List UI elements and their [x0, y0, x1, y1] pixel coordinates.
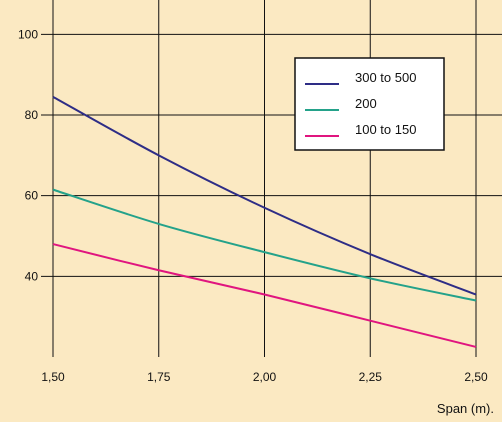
series-line — [52, 188, 477, 302]
x-tick-label: 2,00 — [253, 370, 277, 384]
x-axis-label: Span (m). — [437, 401, 494, 416]
x-tick-label: 2,50 — [464, 370, 488, 384]
series-line — [52, 243, 477, 348]
series-line — [52, 95, 477, 296]
x-tick-label: 1,50 — [41, 370, 65, 384]
legend-box — [294, 57, 445, 151]
series-lines — [52, 95, 477, 348]
legend: 300 to 500 200 100 to 150 — [294, 57, 445, 151]
grid — [41, 0, 502, 357]
y-tick-label: 80 — [25, 108, 39, 122]
y-tick-label: 40 — [25, 269, 39, 283]
x-tick-label: 2,25 — [359, 370, 383, 384]
y-tick-label: 100 — [18, 27, 38, 41]
x-tick-label: 1,75 — [147, 370, 171, 384]
tick-labels: 1,50 1,75 2,00 2,25 2,50 40 60 80 100 — [18, 27, 488, 384]
legend-label: 200 — [355, 96, 377, 111]
legend-label: 300 to 500 — [355, 70, 416, 85]
legend-label: 100 to 150 — [355, 122, 416, 137]
y-tick-label: 60 — [25, 189, 39, 203]
